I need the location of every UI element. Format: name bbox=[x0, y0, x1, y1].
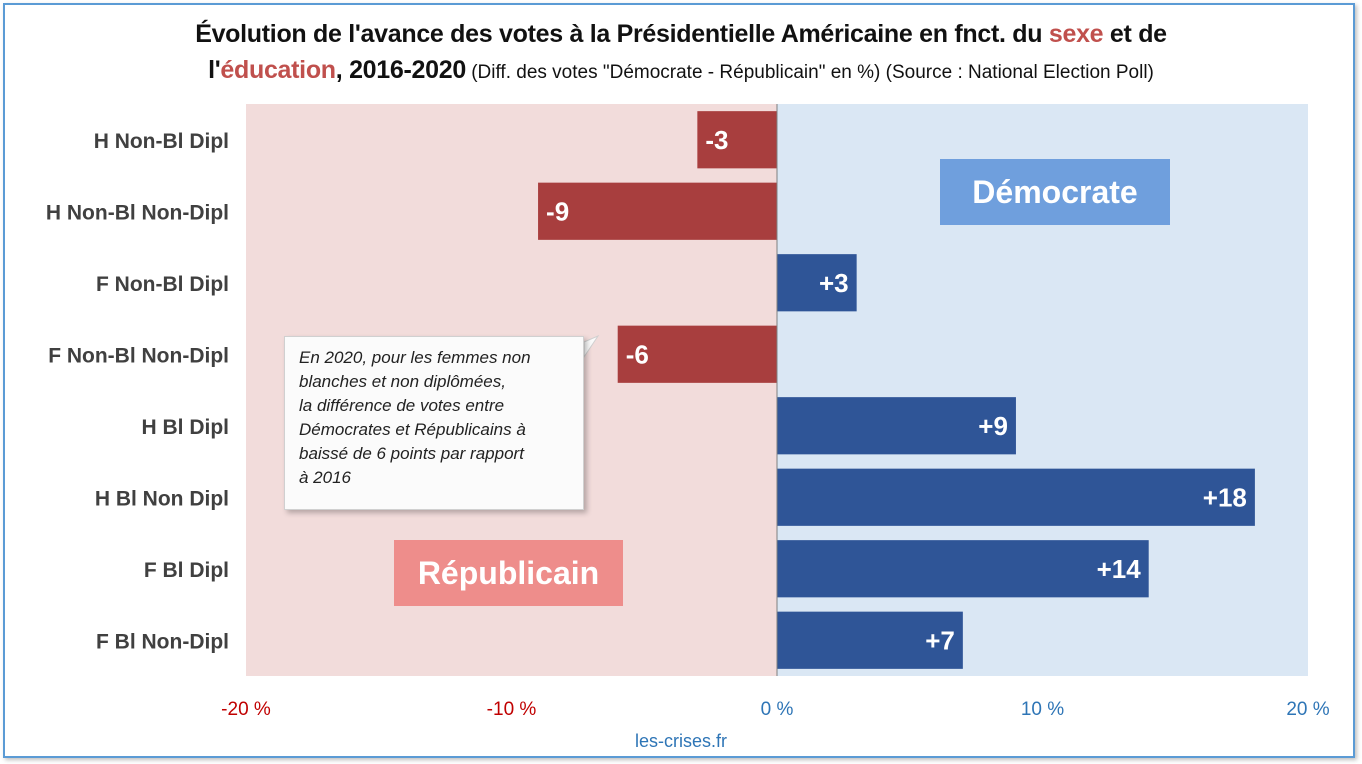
democrat-label-box bbox=[940, 159, 1170, 225]
bar bbox=[617, 325, 777, 383]
democrat-region-label: Démocrate bbox=[972, 174, 1137, 210]
x-tick-label: 10 % bbox=[1021, 699, 1064, 720]
x-tick-label: -20 % bbox=[221, 699, 271, 720]
annotation-line: baissé de 6 points par rapport bbox=[299, 444, 524, 463]
title-line2-start: l' bbox=[208, 56, 221, 84]
data-label: -3 bbox=[705, 125, 728, 155]
title-education: éducation bbox=[220, 56, 336, 84]
data-label: +9 bbox=[978, 411, 1008, 441]
title-part2: et de bbox=[1103, 20, 1167, 48]
category-label: F Bl Non-Dipl bbox=[96, 630, 229, 653]
bar bbox=[777, 254, 857, 312]
title-sexe: sexe bbox=[1048, 20, 1104, 48]
annotation-line: la différence de votes entre bbox=[299, 396, 505, 415]
data-label: +18 bbox=[1203, 482, 1247, 512]
republican-region-label: Républicain bbox=[418, 555, 599, 591]
data-label: -9 bbox=[546, 196, 569, 226]
annotation-line: à 2016 bbox=[299, 468, 351, 487]
x-tick-label: 0 % bbox=[761, 699, 794, 720]
category-label: F Non-Bl Dipl bbox=[96, 273, 229, 296]
bar bbox=[777, 468, 1255, 526]
category-label: F Non-Bl Non-Dipl bbox=[48, 344, 229, 367]
republican-label-box bbox=[394, 540, 623, 606]
data-label: +14 bbox=[1097, 554, 1142, 584]
bar bbox=[777, 611, 963, 669]
bar bbox=[777, 397, 1016, 455]
annotation-line: En 2020, pour les femmes non bbox=[299, 348, 531, 367]
annotation-callout: En 2020, pour les femmes non blanches et… bbox=[284, 336, 584, 510]
data-label: -6 bbox=[626, 339, 649, 369]
category-label: H Bl Non Dipl bbox=[95, 487, 229, 510]
category-label: H Bl Dipl bbox=[142, 416, 230, 439]
chart-title: Évolution de l'avance des votes à la Pré… bbox=[0, 16, 1362, 91]
bar bbox=[697, 111, 777, 169]
category-label: F Bl Dipl bbox=[144, 559, 229, 582]
category-label: H Non-Bl Non-Dipl bbox=[46, 201, 229, 224]
annotation-line: Démocrates et Républicains à bbox=[299, 420, 526, 439]
category-label: H Non-Bl Dipl bbox=[94, 130, 229, 153]
annotation-pointer bbox=[583, 334, 600, 359]
title-part3: , 2016-2020 bbox=[335, 56, 466, 84]
annotation-line: blanches et non diplômées, bbox=[299, 372, 506, 391]
chart-subtitle: (Diff. des votes "Démocrate - Républicai… bbox=[465, 62, 1154, 83]
bar bbox=[777, 540, 1149, 598]
title-part1: Évolution de l'avance des votes à la Pré… bbox=[195, 20, 1049, 48]
x-tick-label: -10 % bbox=[487, 699, 537, 720]
bar bbox=[538, 182, 777, 240]
data-label: +3 bbox=[819, 268, 849, 298]
x-tick-label: 20 % bbox=[1286, 699, 1329, 720]
data-label: +7 bbox=[925, 625, 955, 655]
source-footer: les-crises.fr bbox=[634, 731, 727, 751]
